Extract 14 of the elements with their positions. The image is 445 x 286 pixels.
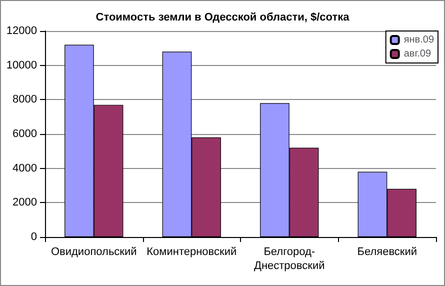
legend-label: янв.09	[404, 34, 434, 46]
y-tick-label: 6000	[12, 128, 37, 140]
chart-title: Стоимость земли в Одесской области, $/сотка	[96, 12, 350, 24]
y-tick-label: 12000	[6, 25, 37, 37]
y-tick-label: 4000	[12, 162, 37, 174]
y-tick-label: 10000	[6, 59, 37, 72]
y-tick-label: 8000	[12, 94, 37, 106]
x-tick-label: Беляевский	[357, 246, 418, 258]
x-tick-label: Коминтерновский	[146, 246, 237, 258]
y-tick-label: 2000	[12, 196, 37, 209]
y-tick-label: 0	[30, 231, 37, 243]
x-tick-label: Овидиопольский	[50, 246, 137, 258]
legend-label: авг.09	[404, 48, 432, 60]
x-tick-label: Белгород-Днестровский	[254, 246, 325, 272]
